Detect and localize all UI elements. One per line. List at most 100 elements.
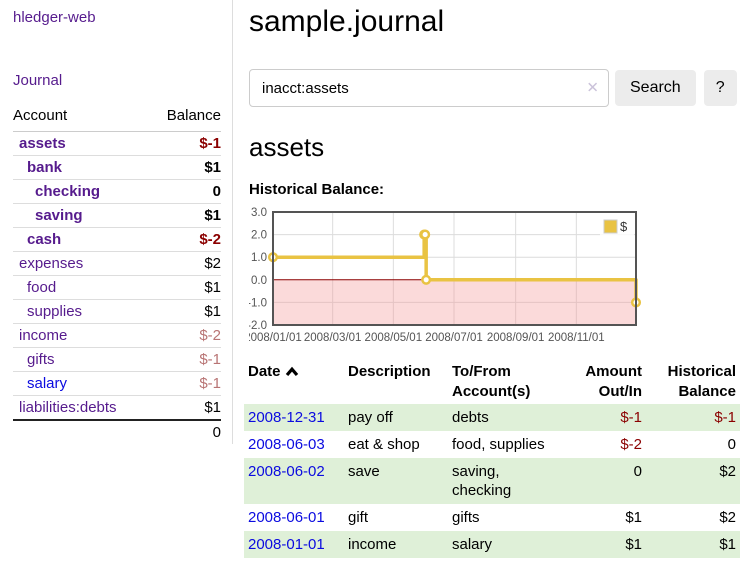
chart-x-tick-label: 2008/03/01 xyxy=(304,332,362,344)
register-header-row: Date Description To/From Account(s) Amou… xyxy=(244,360,740,404)
sidebar-account-balance: $1 xyxy=(149,203,221,228)
register-date-link[interactable]: 2008-06-01 xyxy=(248,509,325,526)
register-date-link[interactable]: 2008-06-03 xyxy=(248,436,325,453)
accounts-header-account: Account xyxy=(13,104,150,132)
sidebar-account-balance: $1 xyxy=(149,299,221,324)
register-amount: 0 xyxy=(633,463,642,480)
chart-x-tick-label: 2008/05/01 xyxy=(365,332,423,344)
register-header-date-label: Date xyxy=(248,363,281,380)
historical-balance-chart: $3.0 2.0 1.0 0.0 -1.0 -2.0 2008/01/01 2008/03/0… xyxy=(244,205,742,345)
sidebar-account-row: saving $1 xyxy=(13,203,221,228)
register-row: 2008-01-01 income salary $1 $1 xyxy=(244,531,740,558)
sidebar-account-balance: $-2 xyxy=(149,323,221,348)
main-content: sample.journal ✕ Search ? assets Histori… xyxy=(233,0,742,558)
chart-legend-swatch xyxy=(603,219,618,234)
sidebar-account-balance: $-2 xyxy=(149,227,221,252)
sidebar: hledger-web Journal Account Balance asse… xyxy=(0,0,233,444)
sidebar-account-row: liabilities:debts $1 xyxy=(13,396,221,421)
register-accounts: saving, checking xyxy=(452,463,512,499)
sidebar-account-balance: 0 xyxy=(149,179,221,204)
register-description: eat & shop xyxy=(348,436,420,453)
chart-heading: Historical Balance: xyxy=(249,181,385,198)
register-balance: 0 xyxy=(727,436,736,453)
chart-x-tick-label: 2008/09/01 xyxy=(487,332,545,344)
sort-ascending-icon xyxy=(285,363,299,383)
register-balance: $2 xyxy=(719,509,736,526)
sidebar-account-link[interactable]: assets xyxy=(19,135,66,152)
sidebar-account-link[interactable]: salary xyxy=(27,375,68,392)
sidebar-account-link[interactable]: food xyxy=(27,279,57,296)
chart-x-tick-label: 2008/11/01 xyxy=(548,332,605,344)
chart-y-tick-label: 1.0 xyxy=(251,252,267,264)
sidebar-account-row: expenses $2 xyxy=(13,251,221,276)
register-table: Date Description To/From Account(s) Amou… xyxy=(244,360,740,558)
sidebar-account-row: income $-2 xyxy=(13,323,221,348)
sidebar-account-link[interactable]: liabilities:debts xyxy=(19,399,117,416)
sidebar-account-balance: $2 xyxy=(149,251,221,276)
chart-y-tick-label: 2.0 xyxy=(251,230,267,242)
sidebar-account-link[interactable]: expenses xyxy=(19,255,84,272)
register-amount: $-2 xyxy=(620,436,642,453)
register-header-description[interactable]: Description xyxy=(348,363,431,380)
sidebar-account-link[interactable]: income xyxy=(19,327,68,344)
clear-search-icon[interactable]: ✕ xyxy=(586,79,599,97)
register-balance: $-1 xyxy=(714,409,736,426)
sidebar-account-balance: $1 xyxy=(149,275,221,300)
sidebar-account-link[interactable]: bank xyxy=(27,159,63,176)
register-accounts: food, supplies xyxy=(452,436,545,453)
sidebar-account-link[interactable]: gifts xyxy=(27,351,55,368)
chart-x-tick-label: 2008/01/01 xyxy=(249,332,302,344)
register-date-link[interactable]: 2008-06-02 xyxy=(248,463,325,480)
register-description: gift xyxy=(348,509,369,526)
accounts-total-row: 0 xyxy=(13,419,221,444)
register-description: pay off xyxy=(348,409,393,426)
help-button[interactable]: ? xyxy=(703,70,737,106)
sidebar-account-row: checking 0 xyxy=(13,179,221,204)
sidebar-account-balance: $1 xyxy=(149,155,221,180)
sidebar-account-balance: $-1 xyxy=(149,371,221,396)
page-title: sample.journal xyxy=(249,5,445,38)
sidebar-item-journal[interactable]: Journal xyxy=(13,72,63,89)
chart-legend-label: $ xyxy=(620,219,628,234)
sidebar-account-row: salary $-1 xyxy=(13,371,221,396)
register-amount: $-1 xyxy=(620,409,642,426)
accounts-table: Account Balance assets $-1 bank $1 checking 0… xyxy=(13,104,221,444)
chart-x-tick-label: 2008/07/01 xyxy=(425,332,483,344)
register-header-accounts[interactable]: To/From Account(s) xyxy=(452,363,531,400)
brand-link[interactable]: hledger-web xyxy=(13,9,96,26)
account-page-title: assets xyxy=(249,132,325,162)
chart-y-tick-label: 0.0 xyxy=(251,275,267,287)
register-date-link[interactable]: 2008-01-01 xyxy=(248,536,325,553)
chart-y-tick-label: -1.0 xyxy=(249,297,267,309)
register-description: save xyxy=(348,463,380,480)
search-input[interactable] xyxy=(249,69,609,107)
chart-negative-region xyxy=(273,279,636,325)
sidebar-account-row: supplies $1 xyxy=(13,299,221,324)
sidebar-account-balance: $-1 xyxy=(149,131,221,156)
register-date-link[interactable]: 2008-12-31 xyxy=(248,409,325,426)
sidebar-account-row: bank $1 xyxy=(13,155,221,180)
sidebar-account-row: cash $-2 xyxy=(13,227,221,252)
register-row: 2008-06-03 eat & shop food, supplies $-2 0 xyxy=(244,431,740,458)
sidebar-account-link[interactable]: saving xyxy=(35,207,83,224)
register-row: 2008-06-01 gift gifts $1 $2 xyxy=(244,504,740,531)
sidebar-account-link[interactable]: supplies xyxy=(27,303,83,320)
sidebar-account-link[interactable]: checking xyxy=(35,183,101,200)
search-box: ✕ xyxy=(249,69,609,107)
app-layout: hledger-web Journal Account Balance asse… xyxy=(0,0,742,558)
register-header-balance[interactable]: Historical Balance xyxy=(667,363,736,400)
sidebar-account-balance: $-1 xyxy=(149,347,221,372)
register-amount: $1 xyxy=(625,509,642,526)
sidebar-account-row: food $1 xyxy=(13,275,221,300)
register-header-date[interactable]: Date xyxy=(244,360,344,404)
search-form: ✕ Search ? xyxy=(249,69,742,107)
sidebar-account-link[interactable]: cash xyxy=(27,231,62,248)
search-button[interactable]: Search xyxy=(615,70,696,106)
register-balance: $1 xyxy=(719,536,736,553)
chart-y-tick-label: -2.0 xyxy=(249,320,267,332)
register-balance: $2 xyxy=(719,463,736,480)
register-amount: $1 xyxy=(625,536,642,553)
register-header-amount[interactable]: Amount Out/In xyxy=(585,363,642,400)
chart-y-tick-label: 3.0 xyxy=(251,207,267,219)
